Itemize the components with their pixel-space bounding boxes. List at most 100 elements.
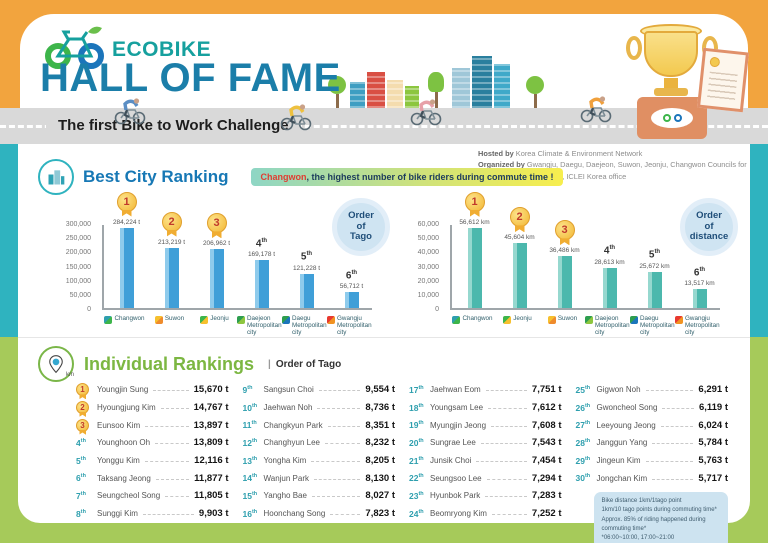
page-title: HALL OF FAME	[40, 56, 341, 100]
y-tick-label: 100,000	[65, 277, 91, 285]
highlight-city: Changwon	[260, 172, 307, 182]
bar-value-label: 28,613 km	[594, 258, 625, 266]
footnote-line: Approx. 85% of riding happened during co…	[601, 516, 706, 533]
bar	[119, 227, 134, 308]
plot-area: 1 284,224 t 2 213,219 t 3 206,962 t 4th 169,178…	[102, 191, 372, 310]
y-tick-label: 50,000	[417, 235, 439, 243]
rank-number: 13	[242, 455, 252, 466]
order-badge-text: of	[704, 220, 714, 232]
rank-suffix: th	[584, 384, 591, 391]
y-axis: 300,000 250,000 200,000 150,000 100,000 50,00…	[50, 221, 96, 313]
city-label: Jeonju	[495, 315, 540, 337]
bar-column: 6th 13,517 km	[677, 148, 722, 308]
y-tick-label: 60,000	[417, 221, 439, 228]
city-label: Suwon	[147, 315, 192, 337]
dotted-leader	[311, 461, 361, 463]
bar-value-label: 56,612 km	[459, 218, 490, 226]
distance-bar-chart: 60,000 50,000 40,000 30,000 20,000 10,000 0 1 5…	[398, 191, 738, 337]
bar	[602, 267, 617, 308]
y-tick-label: 30,000	[417, 263, 439, 271]
bar-value-label: 56,712 t	[339, 282, 364, 290]
ranking-row: 1 Youngjin Sung 15,670 t	[76, 381, 229, 399]
tago-value: 13,897 t	[193, 419, 229, 431]
rank-number: 21	[409, 455, 419, 466]
rank-suffix: th	[251, 402, 258, 409]
tago-value: 7,608 t	[531, 419, 562, 431]
y-tick-label: 40,000	[417, 249, 439, 257]
tago-value: 7,543 t	[531, 437, 562, 449]
rank-suffix: th	[418, 473, 424, 480]
rider-name: Jongchan Kim	[596, 473, 648, 483]
city-label: Daejeon Metropolitan city	[237, 315, 282, 337]
city-label: Changwon	[102, 315, 147, 337]
ranking-row: 3 Eunsoo Kim 13,897 t	[76, 416, 229, 434]
ranking-column-1: 1 Youngjin Sung 15,670 t 2 Hyoungjung Kim 14,…	[76, 381, 229, 543]
rank-number: 5	[648, 249, 655, 261]
dotted-leader	[486, 478, 527, 480]
rank-suffix: th	[251, 420, 257, 427]
tago-value: 13,809 t	[193, 437, 229, 449]
rider-name: Sangsun Choi	[263, 385, 314, 395]
rank-number: 5	[76, 455, 81, 466]
certificate-illustration	[696, 47, 750, 113]
y-tick-label: 150,000	[65, 263, 91, 271]
rank-number: 6	[345, 269, 352, 281]
y-tick-label: 0	[435, 306, 439, 313]
order-badge-text: distance	[689, 231, 729, 243]
rank-label: 6th	[346, 270, 357, 281]
rank-medal: 2	[509, 207, 530, 228]
rider-name: Hyoungjung Kim	[97, 403, 156, 413]
medal-number: 1	[123, 195, 130, 208]
dotted-leader	[145, 425, 189, 427]
tago-value: 7,823 t	[365, 508, 395, 520]
rank-number: 23	[409, 490, 419, 501]
rider-name: Seungcheol Song	[97, 491, 161, 501]
y-tick-label: 0	[87, 306, 91, 313]
y-axis: 60,000 50,000 40,000 30,000 20,000 10,000 0	[398, 221, 444, 313]
plot-area: 1 56,612 km 2 45,604 km 3 36,486 km 4th 28,613 …	[450, 191, 720, 310]
dotted-leader	[488, 408, 527, 410]
rank-suffix: th	[251, 473, 258, 480]
rank-number: 17	[409, 384, 419, 395]
tago-value: 6,291 t	[698, 384, 728, 396]
tago-value: 9,554 t	[365, 384, 395, 396]
rank-suffix: th	[261, 237, 268, 244]
rank-suffix: th	[251, 508, 258, 515]
y-tick-label: 200,000	[65, 249, 91, 257]
tago-value: 8,027 t	[365, 490, 395, 502]
city-name: Gwangju Metropolitan city	[685, 315, 720, 337]
bar-column: 4th 28,613 km	[587, 148, 632, 308]
rider-name: Sunggi Kim	[97, 509, 138, 519]
rank-number: 19	[409, 420, 419, 431]
order-badge-text: Tago	[350, 231, 372, 243]
rank-medal: 1	[76, 383, 89, 397]
rank-suffix: th	[584, 402, 591, 409]
rank-number: 4	[603, 245, 610, 257]
rank-suffix: th	[418, 437, 424, 444]
tago-value: 8,130 t	[365, 472, 395, 484]
bar-value-label: 36,486 km	[549, 247, 580, 255]
rankings-grid: 1 Youngjin Sung 15,670 t 2 Hyoungjung Kim 14,…	[76, 381, 728, 543]
ecobike-logo-icon	[45, 26, 104, 69]
tago-footnote: Bike distance 1km/1tago point 1km/10 tago…	[593, 492, 728, 543]
ranking-row: 2 Hyoungjung Kim 14,767 t	[76, 399, 229, 417]
city-name: Changwon	[462, 315, 493, 322]
tago-bar-chart: 300,000 250,000 200,000 150,000 100,000 50,00…	[50, 191, 390, 337]
